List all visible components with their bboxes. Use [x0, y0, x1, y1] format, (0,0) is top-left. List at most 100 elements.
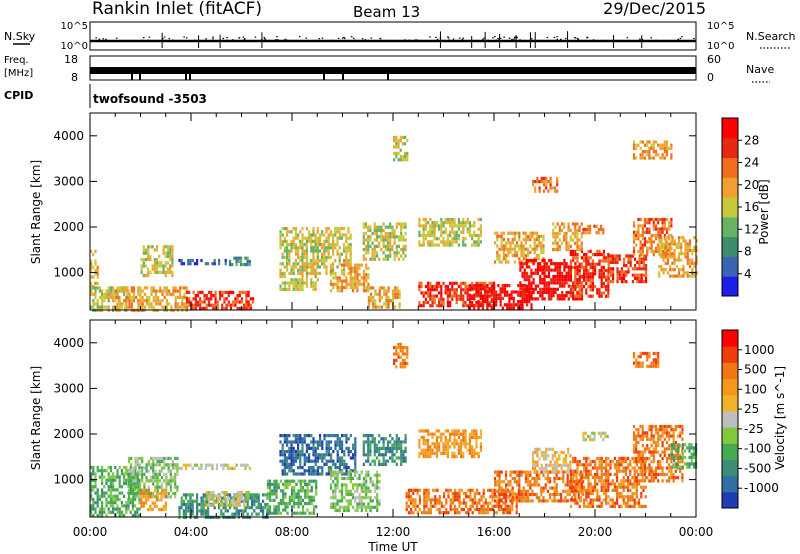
range-cell	[547, 258, 551, 263]
range-cell	[503, 293, 507, 297]
range-cell	[171, 463, 175, 467]
range-cell	[96, 302, 99, 306]
range-cell	[279, 275, 282, 279]
range-cell	[429, 455, 432, 459]
range-cell	[141, 299, 144, 303]
range-cell	[244, 466, 247, 470]
range-cell	[473, 230, 476, 234]
range-cell	[183, 292, 186, 296]
range-cell	[654, 227, 658, 231]
range-cell	[495, 290, 498, 294]
range-cell	[434, 495, 437, 499]
range-cell	[118, 485, 121, 489]
range-cell	[523, 290, 526, 295]
range-cell	[214, 297, 217, 301]
range-cell	[124, 305, 127, 309]
range-cell	[572, 284, 575, 288]
range-cell	[281, 434, 284, 438]
range-cell	[166, 270, 170, 274]
range-cell	[142, 495, 145, 499]
range-cell	[308, 453, 311, 457]
range-cell	[479, 217, 482, 222]
range-cell	[576, 256, 579, 260]
range-cell	[262, 499, 265, 503]
range-cell	[132, 469, 135, 473]
range-cell	[670, 153, 673, 157]
range-cell	[607, 264, 610, 268]
range-cell	[488, 287, 491, 291]
range-cell	[402, 440, 405, 444]
range-cell	[332, 480, 335, 484]
range-cell	[528, 287, 531, 291]
range-cell	[402, 456, 405, 460]
range-cell	[446, 288, 449, 292]
range-cell	[506, 293, 509, 297]
range-cell	[101, 472, 104, 476]
range-cell	[225, 497, 228, 501]
range-cell	[446, 429, 449, 433]
range-cell	[329, 255, 332, 259]
range-cell	[94, 292, 97, 296]
range-cell	[460, 281, 463, 285]
range-cell	[92, 469, 95, 473]
range-cell	[314, 236, 317, 240]
range-cell	[438, 495, 441, 499]
range-cell	[283, 450, 286, 454]
range-cell	[164, 491, 167, 496]
range-cell	[340, 289, 344, 293]
range-cell	[314, 243, 317, 247]
range-cell	[334, 462, 337, 466]
range-cell	[364, 248, 368, 252]
range-cell	[294, 434, 297, 438]
range-cell	[486, 306, 489, 310]
range-cell	[477, 217, 480, 222]
range-cell	[314, 246, 317, 250]
range-cell	[451, 240, 454, 244]
range-cell	[665, 230, 669, 234]
nsearch-dot	[98, 38, 101, 40]
range-cell	[160, 456, 164, 460]
range-cell	[105, 501, 108, 505]
nsearch-dot	[254, 36, 257, 38]
range-cell	[321, 443, 324, 447]
range-cell	[378, 235, 381, 239]
range-cell	[378, 299, 381, 303]
range-cell	[471, 243, 474, 247]
range-cell	[369, 446, 372, 450]
range-cell	[301, 246, 304, 250]
range-cell	[386, 440, 390, 444]
range-cell	[169, 485, 172, 489]
range-cell	[412, 504, 415, 508]
range-cell	[479, 284, 482, 288]
range-cell	[299, 466, 302, 470]
range-cell	[668, 227, 671, 231]
nsearch-dot	[439, 37, 442, 39]
range-cell	[301, 450, 304, 454]
range-cell	[156, 460, 159, 464]
range-cell	[565, 294, 568, 298]
range-cell	[310, 246, 313, 250]
range-cell	[471, 300, 474, 305]
range-cell	[222, 502, 225, 507]
range-cell	[293, 489, 296, 493]
range-cell	[561, 290, 564, 295]
range-cell	[196, 496, 199, 500]
range-cell	[464, 435, 467, 439]
range-cell	[641, 140, 644, 144]
range-cell	[367, 251, 370, 255]
range-cell	[314, 459, 317, 463]
range-cell	[185, 493, 188, 497]
range-cell	[281, 252, 284, 256]
range-cell	[481, 296, 485, 300]
range-cell	[663, 224, 666, 228]
range-cell	[433, 233, 436, 238]
range-cell	[235, 263, 238, 267]
range-cell	[139, 302, 142, 306]
range-cell	[109, 289, 112, 293]
range-cell	[308, 511, 311, 515]
range-cell	[294, 233, 297, 237]
range-cell	[395, 352, 398, 356]
range-cell	[418, 501, 421, 505]
range-cell	[427, 491, 430, 496]
range-cell	[281, 233, 284, 237]
